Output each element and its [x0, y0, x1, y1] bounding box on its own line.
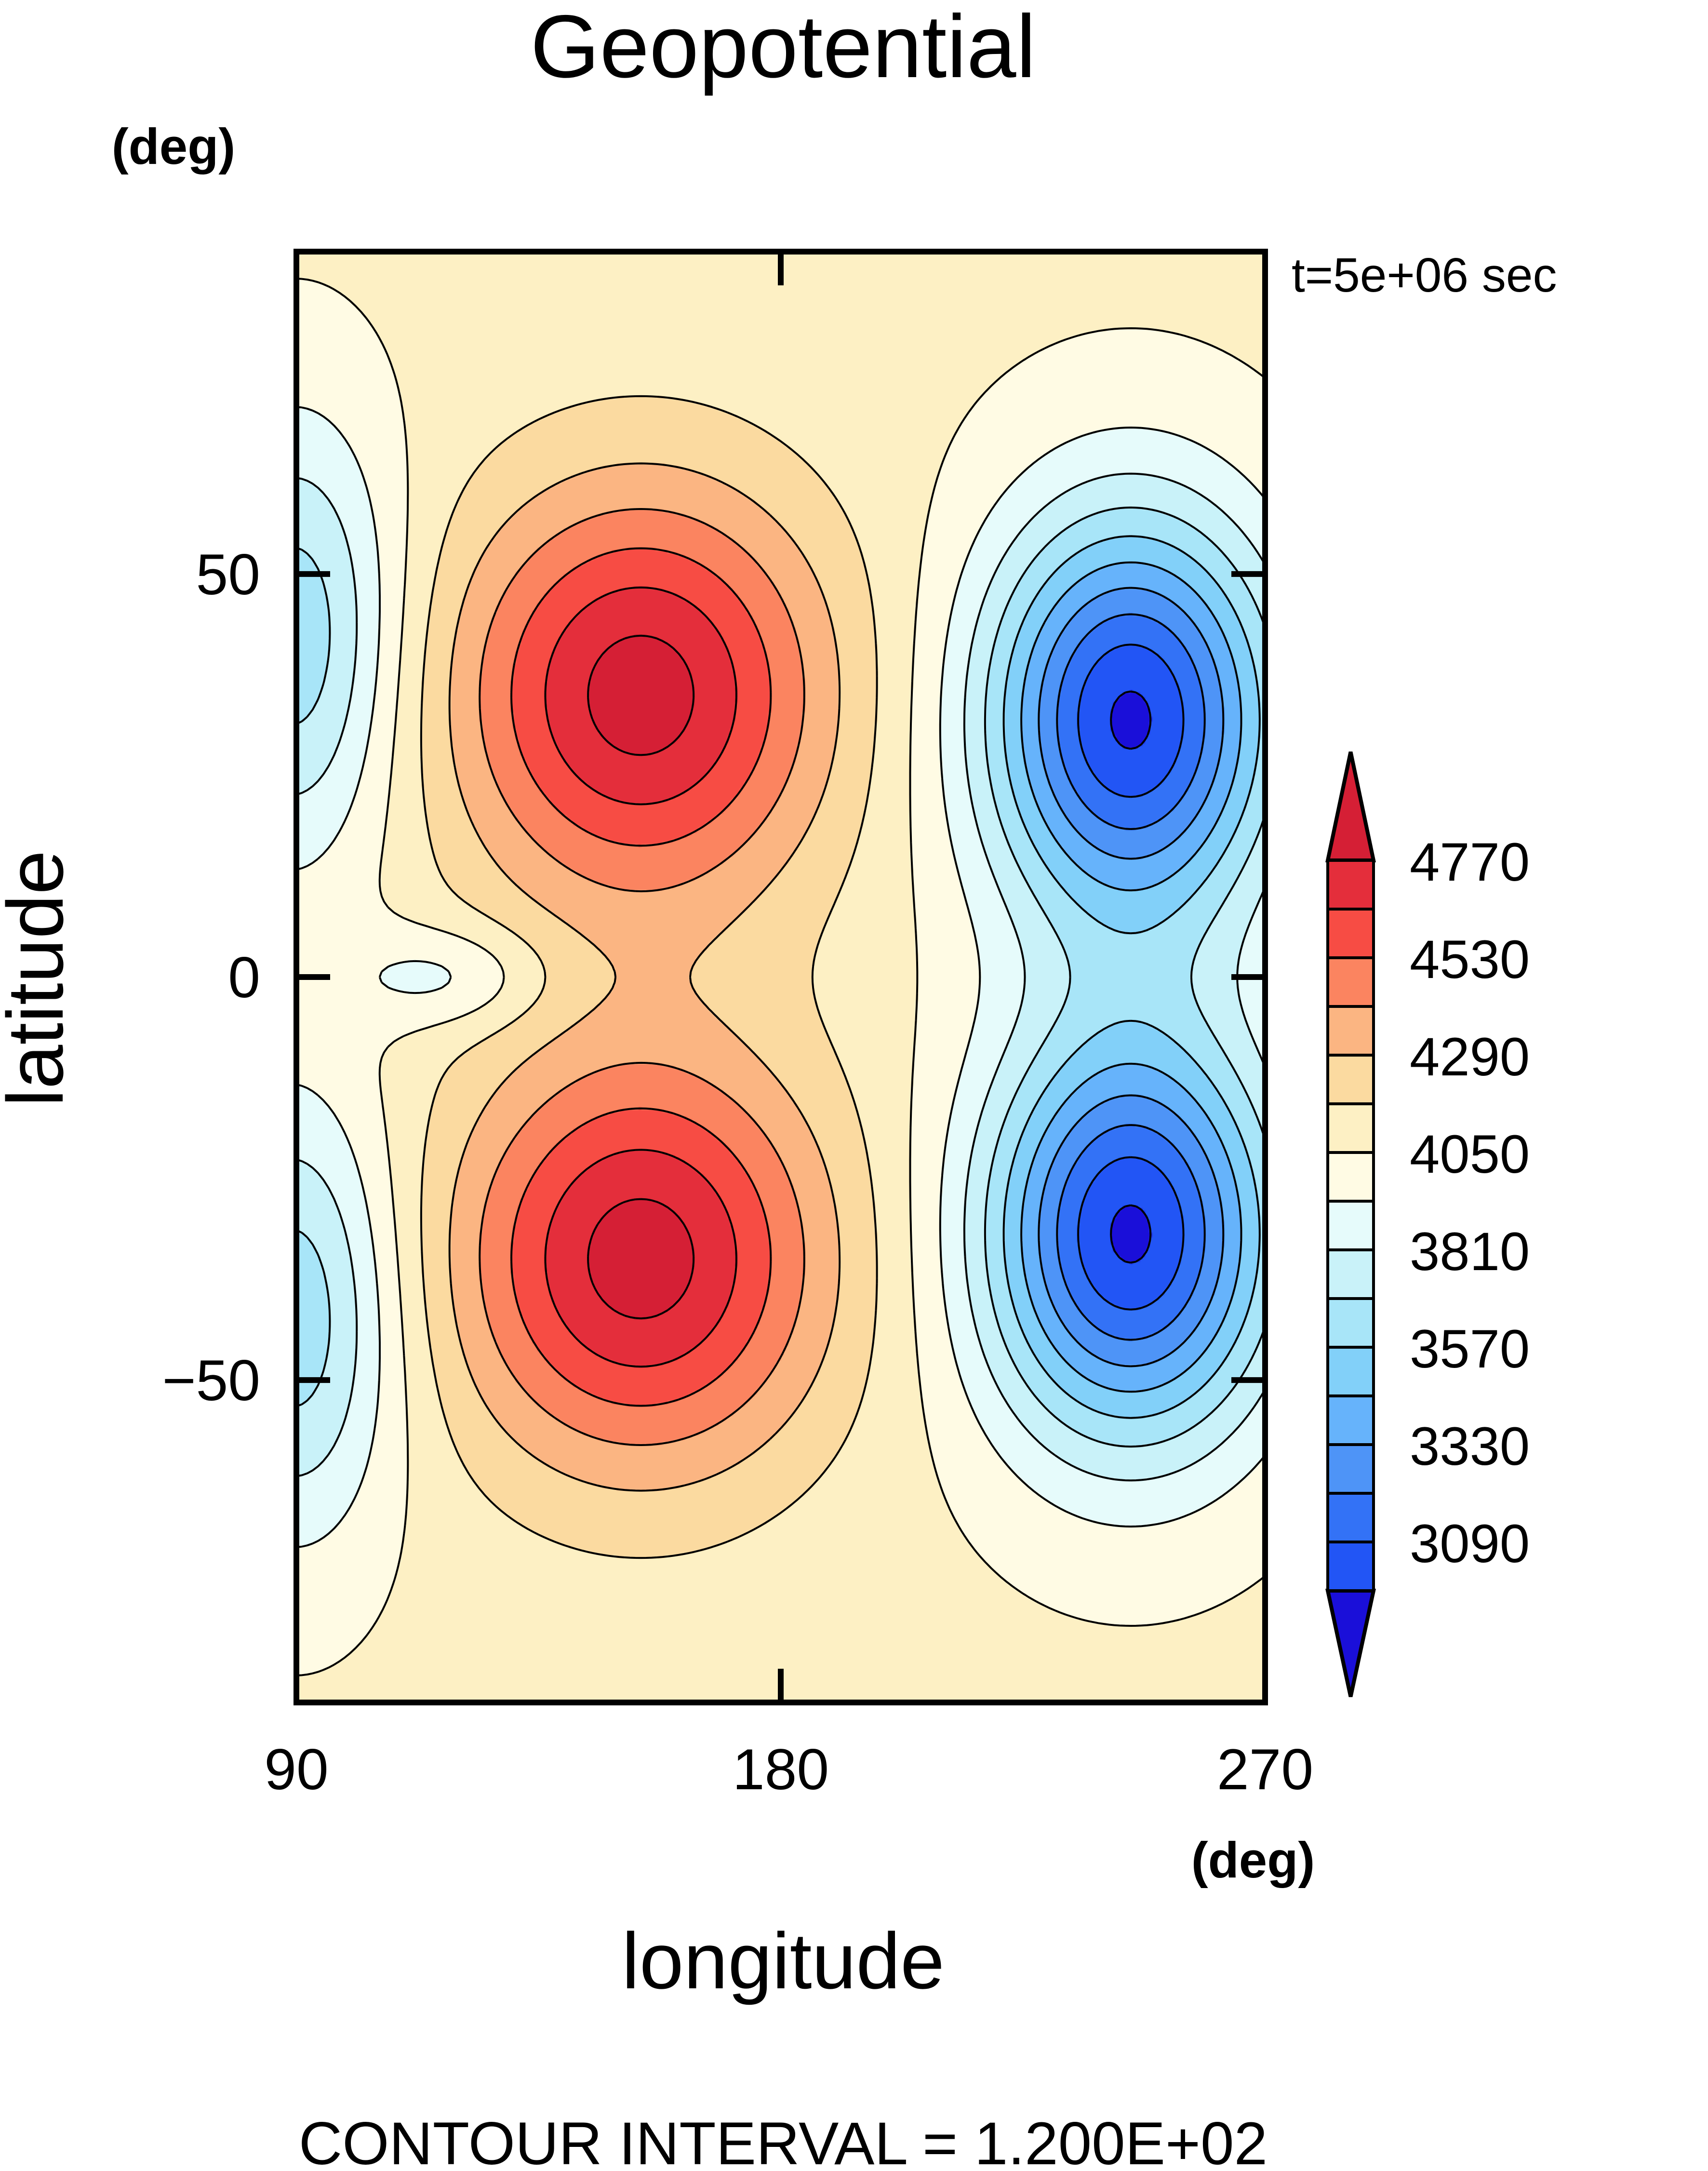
colorbar-bin: [1326, 1005, 1375, 1057]
colorbar: 4770 4530 4290 4050 3810 3570 3330 3090: [1325, 751, 1530, 1697]
colorbar-bin: [1326, 1394, 1375, 1446]
contour-line-4410: [479, 508, 805, 1446]
colorbar-bin: [1326, 908, 1375, 959]
colorbar-label: 4050: [1410, 1124, 1530, 1184]
x-tick-label: 270: [1217, 1737, 1313, 1802]
colorbar-label: 4530: [1410, 929, 1530, 990]
colorbar-label: 3570: [1410, 1319, 1530, 1379]
field-image: [296, 252, 1265, 1702]
contour-line-3210: [1056, 613, 1206, 1341]
colorbar-label: 3810: [1410, 1221, 1530, 1282]
colorbar-bin: [1326, 1102, 1375, 1154]
contour-line-3090: [1077, 643, 1185, 1311]
y-tick-label: 0: [228, 945, 260, 1010]
x-tick-label: 180: [733, 1737, 829, 1802]
colorbar-bin: [1326, 1346, 1375, 1397]
y-axis-label: latitude: [0, 850, 80, 1107]
chart-title: Geopotential: [530, 0, 1036, 96]
colorbar-bin: [1326, 1297, 1375, 1349]
colorbar-label: 4770: [1410, 832, 1530, 892]
colorbar-bin: [1326, 1151, 1375, 1203]
y-unit-label: (deg): [112, 119, 236, 175]
contour-field: [296, 252, 1265, 1702]
colorbar-bin: [1326, 956, 1375, 1008]
contour-line-3810: [296, 472, 1265, 1482]
contour-interval-footer: CONTOUR INTERVAL = 1.200E+02: [299, 2110, 1268, 2171]
colorbar-bin: [1326, 1443, 1375, 1495]
contour-line-3330: [1038, 587, 1225, 1367]
x-tick-label: 90: [264, 1737, 328, 1802]
axis-tick-labels: 90 180 270 −50 0 50: [162, 542, 1313, 1802]
contour-line-4290: [448, 462, 841, 1492]
colorbar-bin: [1326, 1200, 1375, 1251]
contour-line-3690: [296, 506, 1265, 1448]
axis-ticks: [294, 252, 1268, 1702]
contour-line-4170: [420, 395, 878, 1559]
contour-lines: [296, 278, 1265, 1676]
colorbar-bin: [1326, 859, 1375, 911]
contour-line-3570: [1002, 535, 1261, 1419]
contour-line-4770: [587, 634, 695, 1320]
contour-line-3450: [1020, 561, 1242, 1393]
x-axis-label: longitude: [622, 1916, 945, 2005]
x-unit-label: (deg): [1191, 1832, 1315, 1889]
contour-line-4650: [544, 586, 737, 1368]
time-label: t=5e+06 sec: [1292, 248, 1557, 302]
colorbar-bin: [1326, 1054, 1375, 1105]
colorbar-bin: [1326, 1248, 1375, 1300]
colorbar-label: 4290: [1410, 1027, 1530, 1087]
contour-line-2970: [1110, 690, 1152, 1264]
y-tick-label: −50: [162, 1348, 260, 1413]
colorbar-bin: [1326, 1541, 1375, 1592]
contour-line-4530: [510, 547, 772, 1407]
colorbar-label: 3330: [1410, 1416, 1530, 1476]
colorbar-bin: [1326, 1492, 1375, 1543]
colorbar-label: 3090: [1410, 1514, 1530, 1574]
y-tick-label: 50: [196, 542, 260, 607]
